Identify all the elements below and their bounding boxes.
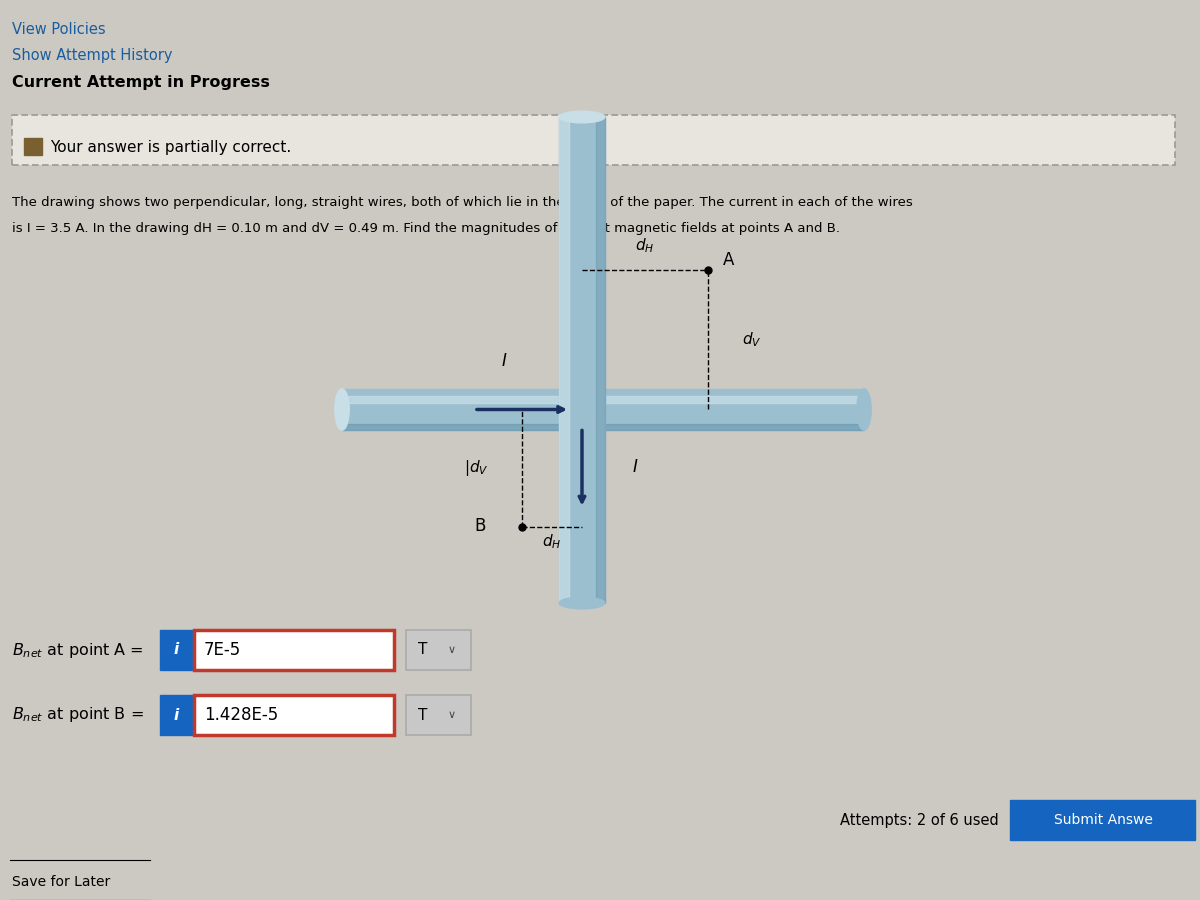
Text: ∨: ∨ bbox=[448, 645, 456, 655]
Bar bbox=[194, 630, 394, 670]
Bar bbox=[160, 695, 192, 734]
Text: $d_H$: $d_H$ bbox=[635, 236, 655, 255]
Text: I: I bbox=[632, 458, 637, 476]
Bar bbox=[342, 396, 864, 403]
Text: $B_{net}$ at point B =: $B_{net}$ at point B = bbox=[12, 706, 144, 724]
Bar bbox=[559, 117, 605, 603]
Text: is I = 3.5 A. In the drawing dH = 0.10 m and dV = 0.49 m. Find the magnitudes of: is I = 3.5 A. In the drawing dH = 0.10 m… bbox=[12, 222, 840, 235]
Bar bbox=[406, 630, 470, 670]
Bar bbox=[194, 695, 394, 734]
Bar bbox=[595, 117, 605, 603]
Text: $B_{net}$ at point A =: $B_{net}$ at point A = bbox=[12, 641, 144, 660]
Text: i: i bbox=[173, 707, 179, 723]
Ellipse shape bbox=[559, 598, 605, 609]
Bar bbox=[342, 389, 864, 430]
Text: i: i bbox=[173, 643, 179, 658]
Text: $|d_V$: $|d_V$ bbox=[463, 458, 488, 478]
Bar bbox=[194, 630, 394, 670]
Text: I: I bbox=[502, 352, 506, 370]
Ellipse shape bbox=[335, 389, 349, 430]
Ellipse shape bbox=[857, 389, 871, 430]
Bar bbox=[406, 695, 470, 734]
Bar bbox=[12, 115, 1175, 165]
Text: The drawing shows two perpendicular, long, straight wires, both of which lie in : The drawing shows two perpendicular, lon… bbox=[12, 196, 913, 209]
Bar bbox=[559, 117, 570, 603]
Text: $d_V$: $d_V$ bbox=[742, 330, 761, 349]
Bar bbox=[24, 138, 42, 155]
Ellipse shape bbox=[559, 111, 605, 123]
Text: ∨: ∨ bbox=[448, 710, 456, 720]
Bar bbox=[406, 630, 470, 670]
Text: 7E-5: 7E-5 bbox=[204, 641, 241, 659]
Text: B: B bbox=[475, 517, 486, 535]
Bar bbox=[342, 424, 864, 430]
Bar bbox=[194, 695, 394, 734]
Text: View Policies: View Policies bbox=[12, 22, 106, 37]
Text: Your answer is partially correct.: Your answer is partially correct. bbox=[50, 140, 292, 155]
Bar bbox=[406, 695, 470, 734]
Text: T: T bbox=[418, 643, 427, 658]
Text: Submit Answe: Submit Answe bbox=[1054, 813, 1152, 827]
Text: T: T bbox=[418, 707, 427, 723]
Bar bbox=[160, 630, 192, 670]
Text: Current Attempt in Progress: Current Attempt in Progress bbox=[12, 75, 270, 90]
Text: $d_H$: $d_H$ bbox=[542, 532, 562, 551]
Text: Attempts: 2 of 6 used: Attempts: 2 of 6 used bbox=[840, 813, 998, 827]
Text: Save for Later: Save for Later bbox=[12, 875, 110, 889]
Text: A: A bbox=[722, 250, 733, 268]
Bar bbox=[1010, 800, 1195, 840]
Text: 1.428E-5: 1.428E-5 bbox=[204, 706, 278, 724]
Text: Show Attempt History: Show Attempt History bbox=[12, 48, 173, 63]
